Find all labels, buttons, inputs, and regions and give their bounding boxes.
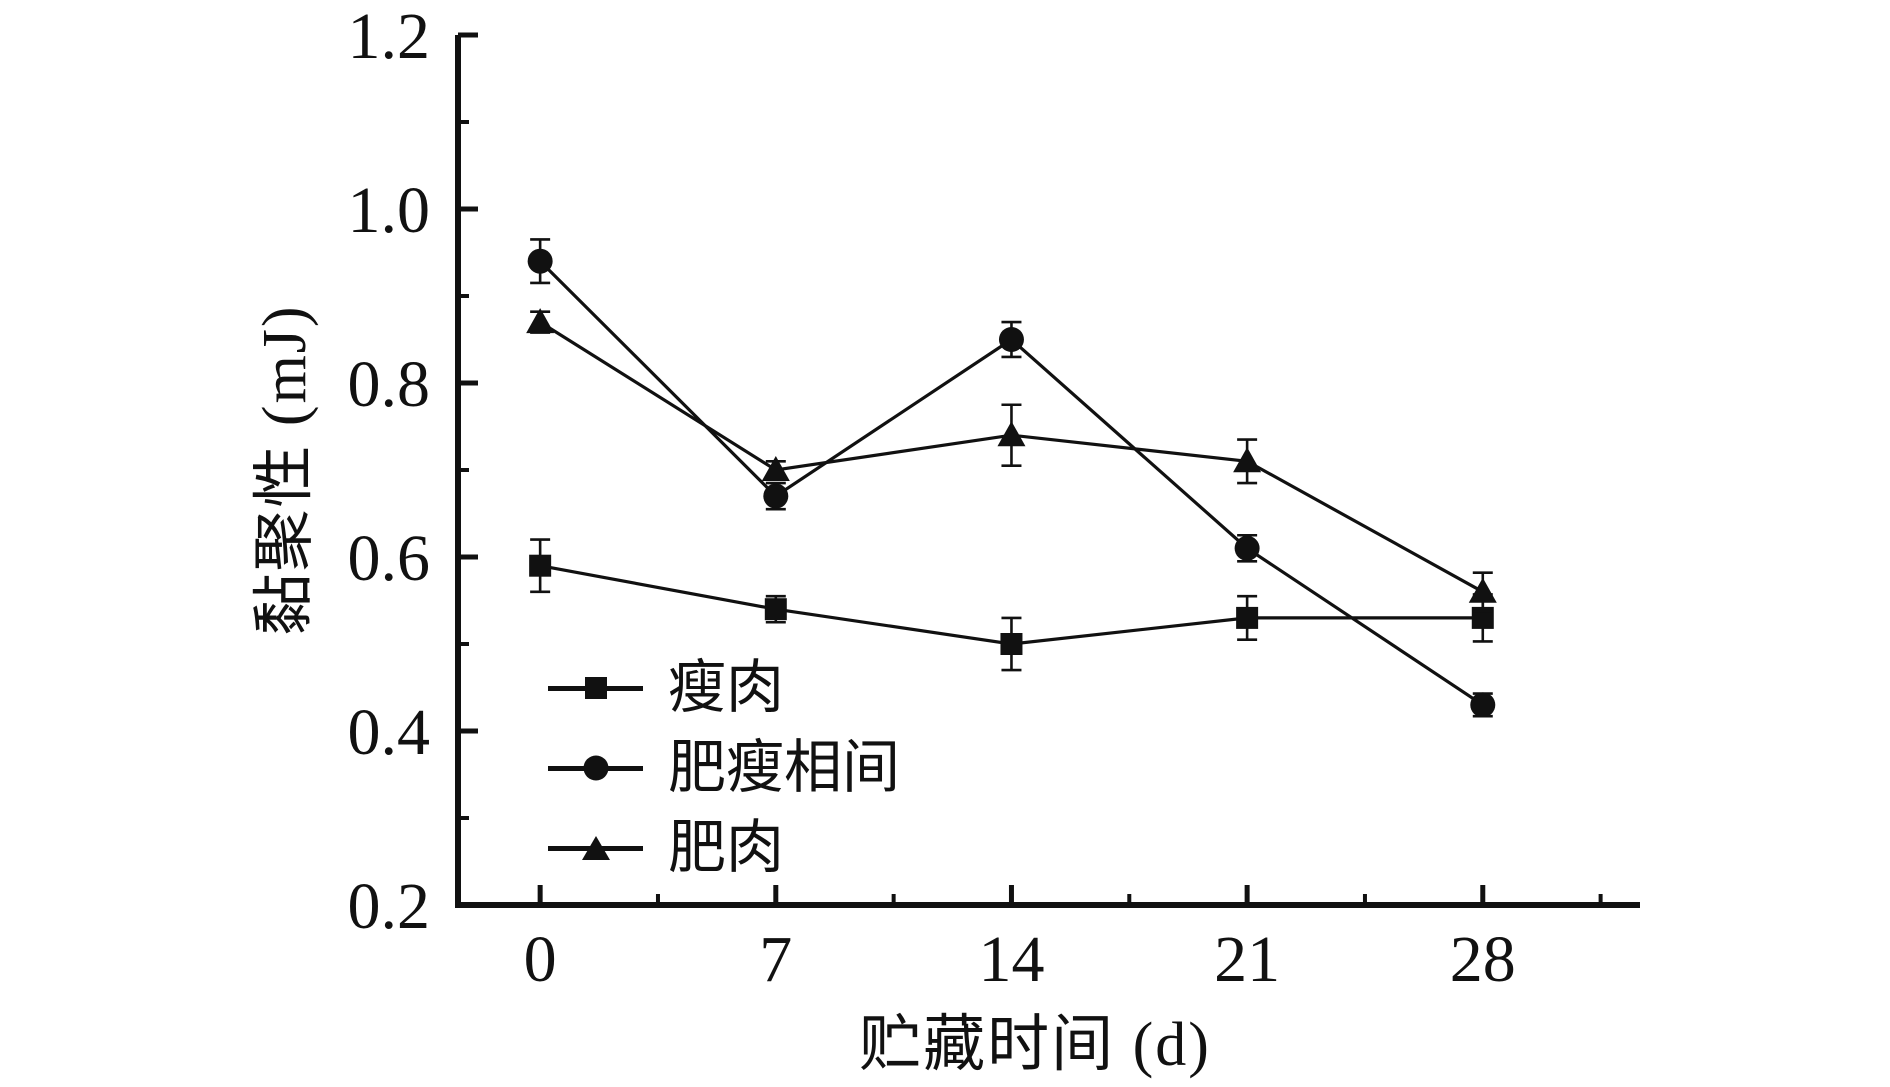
y-tick-label: 1.2 — [348, 0, 431, 73]
circle-marker-icon — [1470, 692, 1496, 718]
x-tick-label: 7 — [759, 923, 792, 996]
legend-label-fat-lean-mixed: 肥瘦相间 — [668, 735, 901, 800]
series-square — [529, 538, 1494, 672]
legend-key-square — [548, 675, 643, 701]
legend-item-fat-meat: 肥肉 — [548, 815, 900, 881]
y-tick-label: 1.0 — [348, 174, 431, 247]
square-marker-icon — [1471, 606, 1494, 629]
legend-item-lean-meat: 瘦肉 — [548, 655, 900, 721]
square-marker-icon — [584, 677, 607, 699]
triangle-marker-icon — [1468, 577, 1497, 603]
circle-marker-icon — [583, 755, 608, 781]
x-tick-label: 28 — [1450, 923, 1516, 996]
legend-label-fat-meat: 肥肉 — [668, 815, 785, 880]
circle-marker-icon — [998, 327, 1024, 352]
axis-ticks: 0.2 0.4 0.6 0.8 1.0 1.2 0 7 14 21 28 — [348, 0, 1603, 996]
triangle-marker-icon — [761, 456, 790, 481]
y-tick-label: 0.6 — [348, 522, 431, 595]
legend-label-lean-meat: 瘦肉 — [668, 655, 785, 720]
circle-marker-icon — [763, 483, 789, 509]
y-tick-label: 0.2 — [348, 870, 431, 943]
square-marker-icon — [529, 554, 552, 577]
triangle-marker-icon — [526, 308, 555, 334]
y-tick-label: 0.8 — [348, 348, 431, 421]
square-marker-icon — [764, 598, 787, 621]
x-tick-label: 0 — [524, 923, 557, 996]
triangle-marker-icon — [1233, 447, 1262, 473]
square-marker-icon — [1000, 633, 1023, 655]
series-circle — [527, 238, 1496, 718]
x-tick-label: 14 — [978, 923, 1044, 996]
y-tick-label: 0.4 — [348, 696, 431, 769]
x-axis-title: 贮藏时间 (d) — [859, 1011, 1211, 1079]
triangle-marker-icon — [997, 421, 1026, 447]
square-marker-icon — [1236, 606, 1259, 629]
circle-marker-icon — [527, 248, 553, 274]
circle-marker-icon — [1234, 535, 1260, 561]
triangle-marker-icon — [581, 836, 610, 860]
legend-key-circle — [548, 755, 643, 781]
series-triangle — [526, 308, 1497, 613]
y-axis-title: 黏聚性 (mJ) — [251, 304, 319, 636]
legend-item-fat-lean-mixed: 肥瘦相间 — [548, 735, 900, 801]
legend-key-triangle — [548, 835, 643, 861]
legend: 瘦肉 肥瘦相间 肥肉 — [548, 655, 900, 895]
x-tick-label: 21 — [1214, 923, 1280, 996]
